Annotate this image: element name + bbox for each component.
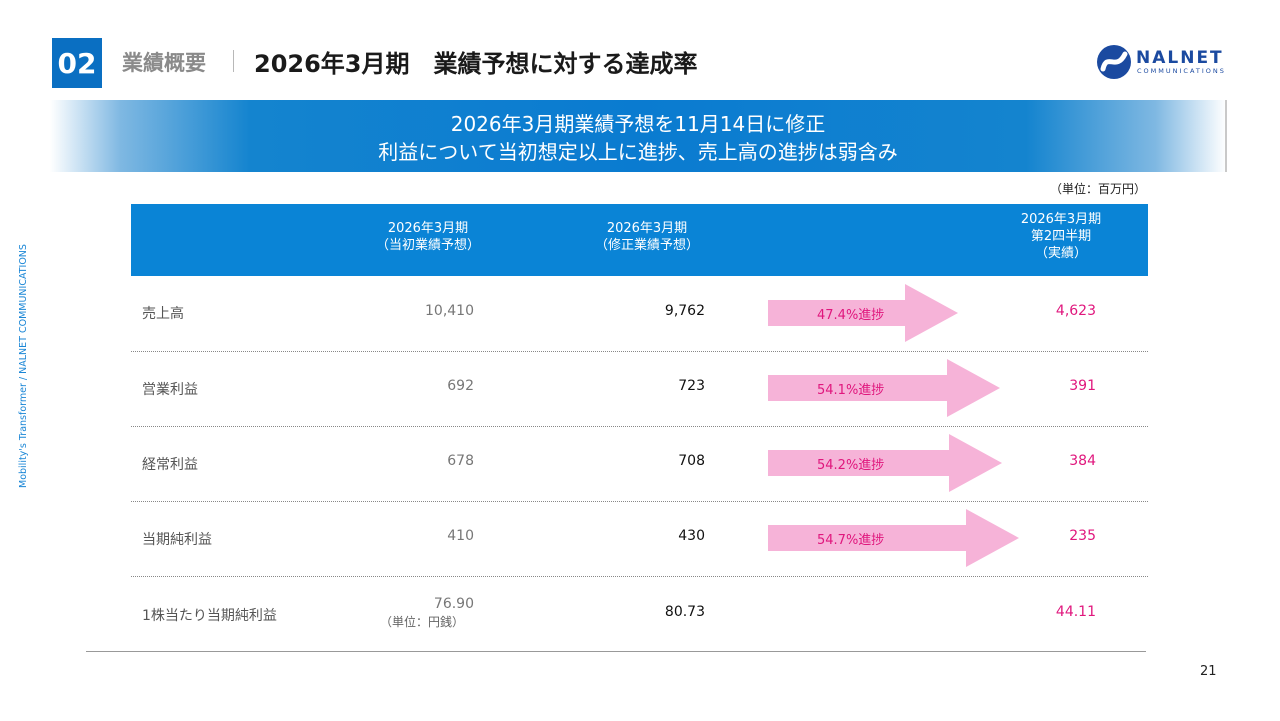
progress-arrow bbox=[768, 434, 1002, 492]
col-header-revised: 2026年3月期 （修正業績予想） bbox=[594, 221, 699, 253]
eps-actual: 44.11 bbox=[1055, 604, 1096, 620]
banner-rule bbox=[1225, 100, 1227, 172]
unit-note: （単位：百万円） bbox=[1050, 182, 1147, 196]
sales-initial: 10,410 bbox=[425, 303, 474, 319]
sales-actual: 4,623 bbox=[1055, 303, 1096, 319]
logo-name: NALNET bbox=[1136, 48, 1224, 68]
net-income-revised: 430 bbox=[678, 528, 705, 544]
logo-subtitle: COMMUNICATIONS bbox=[1137, 67, 1226, 75]
row-divider bbox=[131, 426, 1148, 427]
table-header: 2026年3月期 （当初業績予想） 2026年3月期 （修正業績予想） 2026年3… bbox=[131, 204, 1148, 276]
ordinary-profit-actual: 384 bbox=[1069, 453, 1096, 469]
page-number: 21 bbox=[1200, 664, 1217, 679]
operating-profit-progress: 54.1%進捗 bbox=[817, 383, 885, 398]
progress-arrow bbox=[768, 509, 1019, 567]
row-label-ordinary-profit: 経常利益 bbox=[142, 457, 198, 473]
row-label-eps: 1株当たり当期純利益 bbox=[142, 608, 277, 624]
banner-line-2: 利益について当初想定以上に進捗、売上高の進捗は弱含み bbox=[378, 140, 898, 164]
title-separator bbox=[233, 50, 234, 72]
row-divider bbox=[131, 576, 1148, 577]
table-bottom-rule bbox=[86, 651, 1146, 652]
operating-profit-revised: 723 bbox=[678, 378, 705, 394]
eps-initial: 76.90 bbox=[433, 596, 474, 612]
sales-progress: 47.4%進捗 bbox=[817, 308, 885, 323]
net-income-progress: 54.7%進捗 bbox=[817, 533, 885, 548]
side-caption: Mobility's Transformer / NALNET COMMUNIC… bbox=[18, 244, 29, 488]
section-label: 業績概要 bbox=[122, 51, 206, 75]
row-divider bbox=[131, 351, 1148, 352]
ordinary-profit-initial: 678 bbox=[447, 453, 474, 469]
ordinary-profit-revised: 708 bbox=[678, 453, 705, 469]
operating-profit-initial: 692 bbox=[447, 378, 474, 394]
row-label-operating-profit: 営業利益 bbox=[142, 382, 198, 398]
eps-revised: 80.73 bbox=[664, 604, 705, 620]
eps-unit-note: （単位：円銭） bbox=[380, 615, 465, 629]
section-number-badge: 02 bbox=[52, 38, 102, 88]
ordinary-profit-progress: 54.2%進捗 bbox=[817, 458, 885, 473]
net-income-initial: 410 bbox=[447, 528, 474, 544]
row-divider bbox=[131, 501, 1148, 502]
row-label-net-income: 当期純利益 bbox=[142, 532, 212, 548]
nalnet-logo bbox=[1097, 45, 1131, 79]
page-title: 2026年3月期 業績予想に対する達成率 bbox=[254, 50, 698, 78]
banner-line-1: 2026年3月期業績予想を11月14日に修正 bbox=[450, 112, 826, 136]
col-header-actual: 2026年3月期 第2四半期 （実績） bbox=[1020, 212, 1102, 261]
net-income-actual: 235 bbox=[1069, 528, 1096, 544]
col-header-initial: 2026年3月期 （当初業績予想） bbox=[375, 221, 480, 253]
operating-profit-actual: 391 bbox=[1069, 378, 1096, 394]
row-label-sales: 売上高 bbox=[142, 306, 184, 322]
sales-revised: 9,762 bbox=[664, 303, 705, 319]
progress-arrow bbox=[768, 284, 958, 342]
summary-banner: 2026年3月期業績予想を11月14日に修正 利益について当初想定以上に進捗、売… bbox=[50, 100, 1226, 172]
progress-arrow bbox=[768, 359, 1000, 417]
